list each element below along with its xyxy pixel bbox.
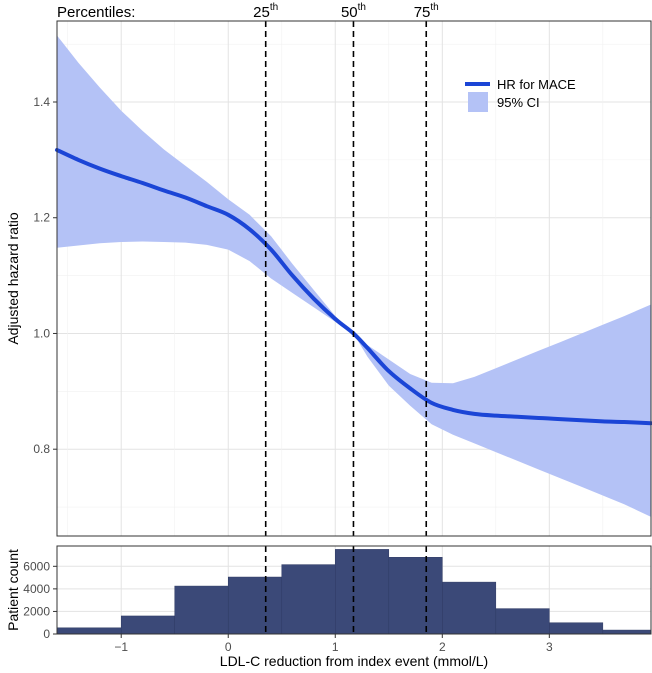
y-tick-label: 0.8: [33, 442, 50, 456]
histogram-bar: [120, 615, 175, 635]
y-tick-label-lower: 6000: [23, 559, 50, 573]
histogram-bars: [56, 549, 652, 635]
percentile-label-50: 50th: [341, 2, 366, 21]
percentile-labels: 25th 50th 75th: [253, 2, 439, 21]
x-tick-label: 1: [332, 640, 339, 654]
legend: HR for MACE 95% CI: [465, 77, 576, 112]
x-tick-label: 3: [546, 640, 553, 654]
histogram-bar: [388, 557, 443, 635]
y-tick-label: 1.2: [33, 211, 50, 225]
legend-label-hr: HR for MACE: [497, 77, 576, 92]
y-tick-label: 1.4: [33, 95, 50, 109]
histogram-bar: [335, 549, 390, 635]
hazard-ratio-panel: 0.81.01.21.4 25th 50th 75th Percentiles: A…: [5, 2, 652, 537]
histogram-bar: [56, 627, 122, 635]
histogram-bar: [442, 581, 497, 635]
histogram-bar: [281, 564, 336, 635]
histogram-bar: [227, 576, 283, 635]
percentile-lines: [264, 21, 428, 536]
percentile-suffix: th: [358, 2, 366, 13]
x-tick-label: 2: [439, 640, 446, 654]
histogram-bar: [495, 608, 550, 635]
y-tick-label-lower: 0: [43, 627, 50, 641]
hazard-ratio-y-axis-title: Adjusted hazard ratio: [5, 212, 21, 345]
hazard-ratio-y-ticks: 0.8 1.0 1.2 1.4: [33, 95, 57, 456]
y-tick-label-lower: 4000: [23, 582, 50, 596]
percentile-suffix: th: [270, 2, 278, 13]
histogram-bar: [174, 585, 229, 635]
percentile-label-75: 75th: [414, 2, 439, 21]
histogram-bar: [549, 622, 604, 635]
patient-count-panel: 0 2000 4000 6000 −1 0 1 2 3 Patient count LDL-C…: [5, 545, 652, 669]
percentile-lines-lower: [264, 546, 428, 634]
percentiles-title: Percentiles:: [57, 4, 135, 21]
x-tick-label: 0: [225, 640, 232, 654]
hazard-ratio-panel-border: [56, 20, 652, 537]
percentile-suffix: th: [430, 2, 438, 13]
percentile-value: 50: [341, 4, 358, 21]
y-tick-label: 1.0: [33, 326, 50, 340]
percentile-value: 75: [414, 4, 431, 21]
percentile-value: 25: [253, 4, 270, 21]
percentile-label-25: 25th: [253, 2, 278, 21]
x-tick-label: −1: [114, 640, 128, 654]
legend-label-ci: 95% CI: [497, 95, 540, 110]
ci-band: [57, 35, 651, 517]
x-axis-ticks: −1 0 1 2 3: [114, 634, 553, 654]
patient-count-y-axis-title: Patient count: [5, 549, 21, 631]
patient-count-y-ticks: 0 2000 4000 6000: [23, 559, 57, 641]
patient-count-panel-border: [56, 545, 652, 635]
legend-swatch-ci: [468, 92, 488, 112]
histogram-bar: [602, 629, 652, 635]
x-axis-title: LDL-C reduction from index event (mmol/L…: [220, 653, 488, 669]
y-tick-label-lower: 2000: [23, 604, 50, 618]
